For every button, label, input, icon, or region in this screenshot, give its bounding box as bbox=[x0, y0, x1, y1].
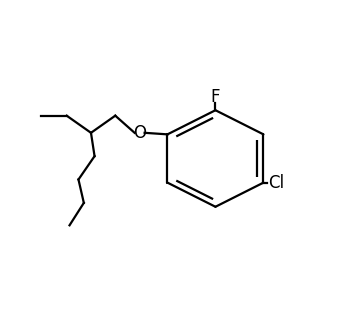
Text: Cl: Cl bbox=[268, 174, 284, 192]
Text: O: O bbox=[133, 124, 146, 142]
Text: F: F bbox=[211, 88, 220, 106]
